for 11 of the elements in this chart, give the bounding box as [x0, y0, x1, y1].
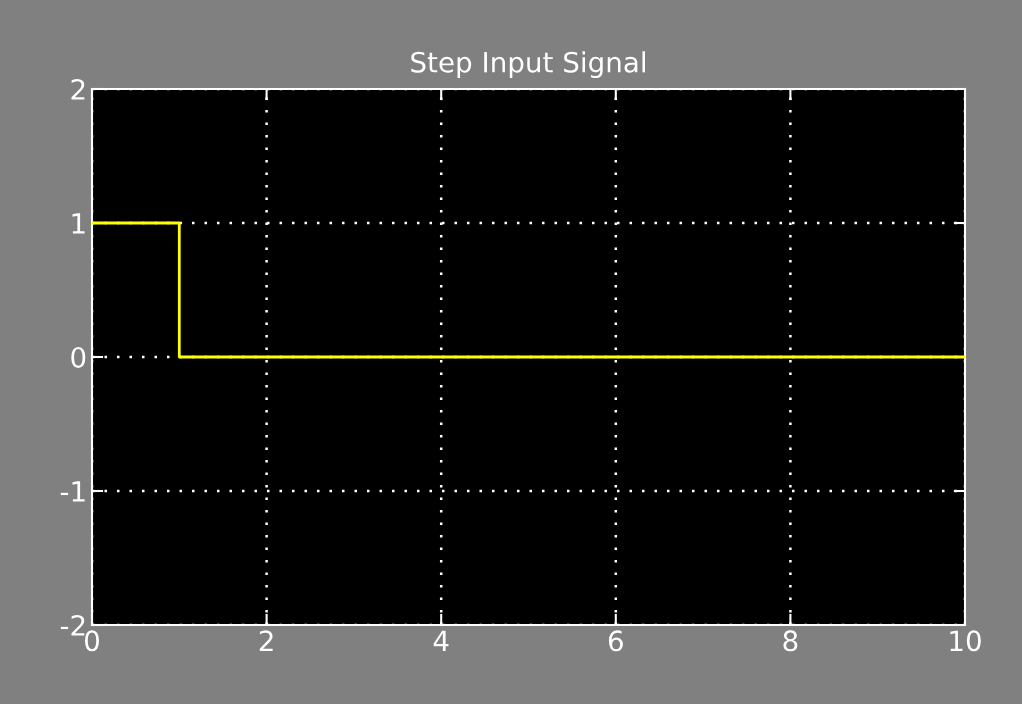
y-tick-label: -2: [60, 614, 85, 636]
x-tick-label: 6: [608, 630, 623, 652]
y-tick-label: 2: [71, 78, 85, 100]
x-tick-label: 4: [433, 630, 449, 651]
y-tick-label: 0: [71, 346, 86, 368]
y-tick-label: -1: [60, 481, 85, 502]
x-tick-label: 2: [259, 630, 273, 651]
chart-title: Step Input Signal: [411, 51, 645, 79]
y-tick-label: 1: [72, 213, 85, 234]
x-tick-label: 8: [783, 630, 798, 652]
x-tick-label: 10: [950, 630, 981, 652]
